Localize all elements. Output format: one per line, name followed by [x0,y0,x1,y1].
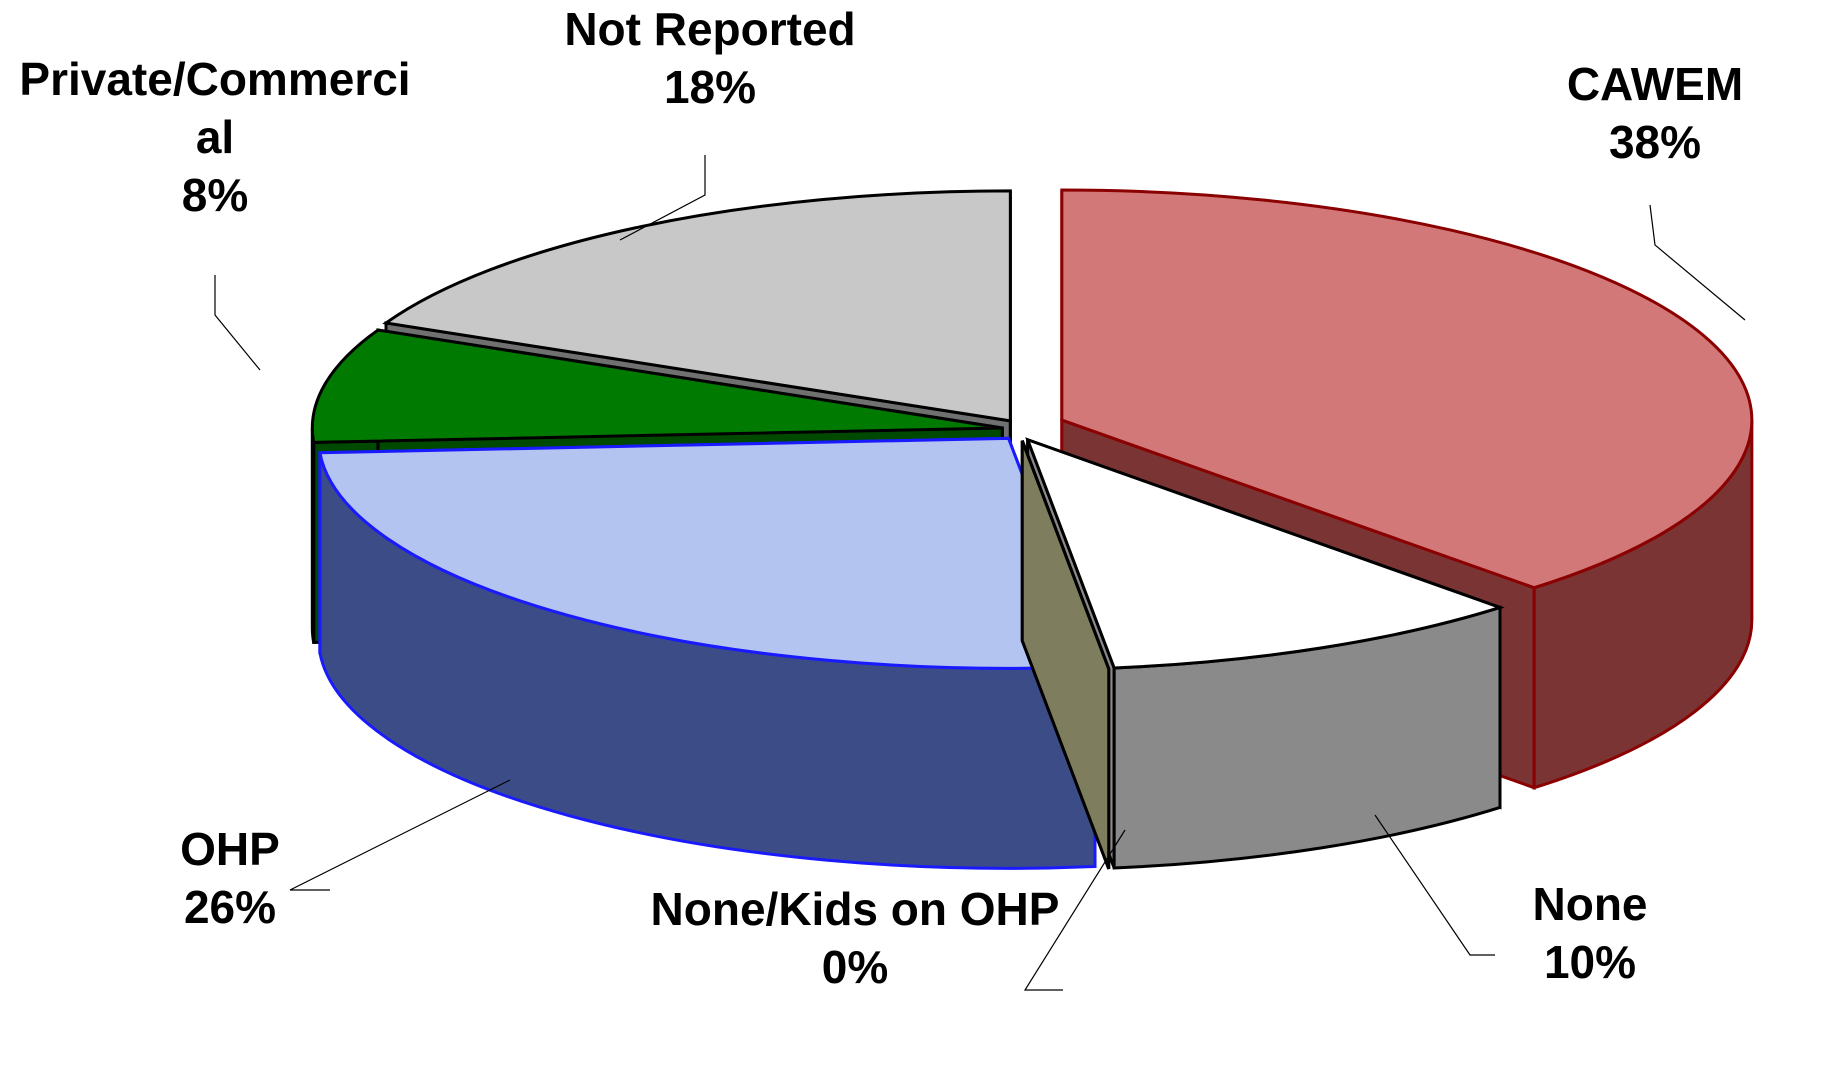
slice-top [310,328,1003,444]
slice [1025,437,1505,870]
leader-line [1649,204,1746,321]
value-label: 10% [1543,936,1637,988]
slice [1020,440,1111,870]
category-label: OHP [180,823,280,875]
slice-label: OHP 26% [80,820,380,936]
category-label: CAWEM [1566,58,1744,110]
slice-top [382,189,1012,423]
leader-line [619,155,706,241]
slice-label: Not Reported 18% [500,0,920,116]
value-label: 8% [181,169,249,221]
slice [318,436,1098,870]
leader-line [214,275,261,371]
value-label: 0% [821,941,889,993]
slice-label: None/Kids on OHP 0% [645,880,1065,996]
slice-label: Private/Commercial 8% [10,50,420,224]
slice-top [1060,188,1754,590]
value-label: 38% [1608,116,1702,168]
category-label: Private/Commercial [19,53,411,163]
slice-label: None 10% [1440,875,1740,991]
category-label: None [1532,878,1648,930]
leader-line [1023,829,1126,991]
value-label: 26% [183,881,277,933]
category-label: Not Reported [564,3,856,55]
leader-line [289,779,511,891]
leader-line [1374,814,1495,956]
slice-label: CAWEM 38% [1505,55,1805,171]
category-label: None/Kids on OHP [650,883,1060,935]
slice-top [318,436,1098,670]
value-label: 18% [663,61,757,113]
slice-top [1025,437,1505,670]
slice-side [310,427,316,643]
